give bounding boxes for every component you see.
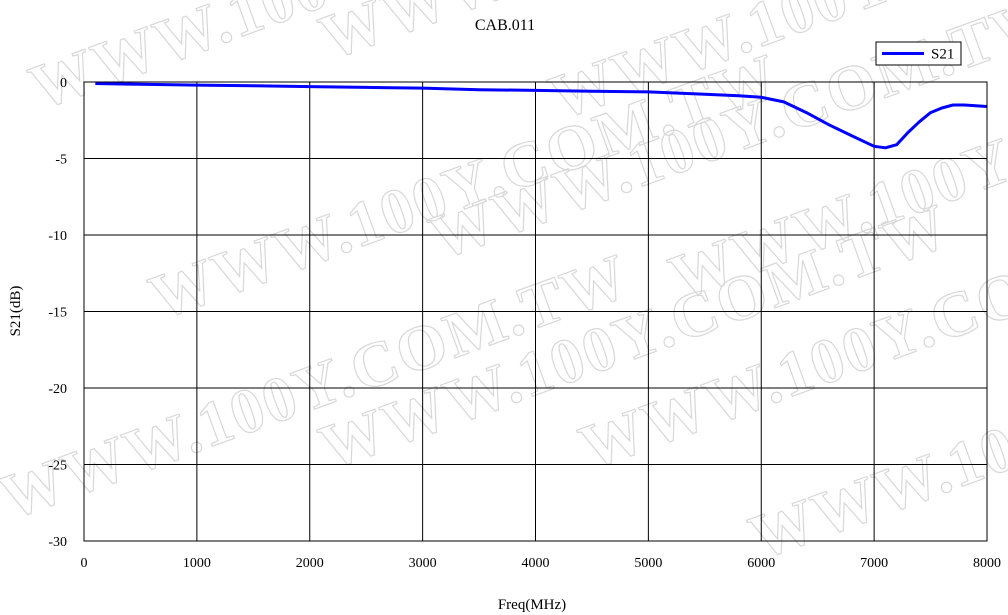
legend-label: S21: [931, 47, 954, 63]
grid-layer: [84, 82, 987, 541]
y-tick-label: -10: [48, 229, 67, 244]
y-tick-label: -25: [48, 459, 67, 474]
watermark-layer: WWW.100Y.COM.TWWWW.100Y.COM.TWWWW.100Y.C…: [0, 0, 1008, 574]
x-tick-label: 4000: [522, 556, 550, 571]
x-axis-title: Freq(MHz): [498, 597, 566, 613]
x-tick-label: 6000: [747, 556, 775, 571]
y-axis-title: S21(dB): [8, 286, 24, 337]
y-tick-label: -5: [55, 153, 67, 168]
x-tick-label: 8000: [973, 556, 1001, 571]
y-tick-label: -15: [48, 306, 67, 321]
x-tick-label: 5000: [634, 556, 662, 571]
y-tick-label: 0: [60, 76, 67, 91]
series-line-s21: [95, 82, 988, 150]
x-tick-label: 1000: [183, 556, 211, 571]
plot-frame: [83, 81, 988, 542]
y-tick-label: -30: [48, 535, 67, 550]
legend: S21: [875, 41, 962, 66]
y-tick-label: -20: [48, 382, 67, 397]
series-layer: [95, 82, 988, 150]
chart-title: CAB.011: [475, 17, 535, 34]
x-tick-label: 3000: [409, 556, 437, 571]
x-tick-label: 7000: [860, 556, 888, 571]
x-tick-label: 2000: [296, 556, 324, 571]
x-tick-label: 0: [81, 556, 88, 571]
axis-layer: 0 1000 2000 3000 4000 5000 6000 7000 8000 0 -5 -10 -…: [48, 76, 1001, 571]
